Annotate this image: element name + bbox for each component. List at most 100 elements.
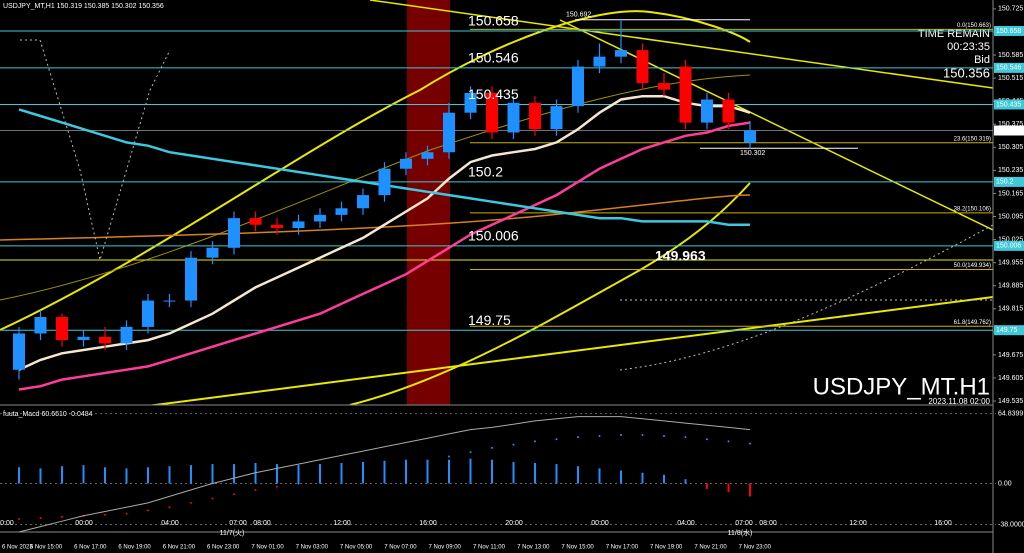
candle-body bbox=[292, 221, 305, 229]
price-type: Bid bbox=[974, 54, 990, 66]
trendline bbox=[559, 19, 993, 231]
time-label: 04:00 bbox=[161, 520, 179, 527]
fib-label: 38.2(150.106) bbox=[954, 206, 991, 212]
timestamp: 2023.11.08 02:00 bbox=[928, 397, 990, 406]
date-label: 6 Nov 15:00 bbox=[30, 545, 63, 551]
candle-body bbox=[206, 247, 219, 258]
date-label: 7 Nov 13:00 bbox=[517, 545, 550, 551]
candle-body bbox=[357, 195, 369, 209]
macd-tick-label: -38.0000 bbox=[998, 521, 1024, 528]
level-tag-label: 149.75 bbox=[996, 327, 1018, 334]
macd-bar bbox=[18, 467, 20, 484]
macd-bar bbox=[405, 459, 407, 484]
date-label: 7 Nov 15:00 bbox=[561, 545, 594, 551]
level-tag bbox=[994, 176, 1024, 187]
date-label: 6 Nov 23:00 bbox=[207, 545, 240, 551]
macd-bar bbox=[727, 483, 730, 493]
macd-tick-label: 64.8399 bbox=[998, 410, 1023, 417]
candle-body bbox=[486, 92, 498, 133]
macd-signal-dot bbox=[39, 516, 42, 519]
macd-bar bbox=[254, 462, 257, 484]
macd-signal-dot bbox=[254, 488, 257, 491]
macd-label: fuuta_Macd 60.6610 -0.0484 bbox=[3, 411, 93, 418]
macd-bar bbox=[125, 468, 128, 484]
macd-signal-dot bbox=[104, 513, 106, 516]
macd-bar bbox=[663, 474, 665, 484]
macd-bar bbox=[620, 470, 622, 484]
candle-body bbox=[421, 152, 434, 159]
current-price-tag bbox=[994, 125, 1024, 136]
macd-bar bbox=[534, 462, 536, 484]
level-tag bbox=[994, 240, 1024, 251]
candle-body bbox=[142, 300, 154, 327]
candle-body bbox=[314, 214, 326, 222]
y-tick-label: 150.025 bbox=[998, 236, 1023, 243]
macd-bar bbox=[104, 467, 106, 484]
cloud-edge bbox=[20, 39, 171, 261]
macd-signal-dot bbox=[233, 493, 235, 496]
macd-signal-dot bbox=[340, 476, 343, 479]
date-label: 7 Nov 19:00 bbox=[650, 545, 683, 551]
macd-signal-dot bbox=[620, 433, 622, 436]
trendlines bbox=[0, 0, 993, 405]
date-label: 7 Nov 11:00 bbox=[473, 545, 506, 551]
macd-bar bbox=[233, 464, 235, 484]
y-tick-label: 150.165 bbox=[998, 190, 1023, 197]
fib-label: 61.8(149.762) bbox=[954, 320, 991, 326]
macd-bar bbox=[383, 460, 386, 484]
macd-signal-dot bbox=[383, 468, 386, 471]
date-label: 7 Nov 05:00 bbox=[340, 545, 373, 551]
macd-signal-dot bbox=[663, 435, 665, 438]
candle-body bbox=[593, 56, 606, 67]
date-label: 7 Nov 21:00 bbox=[694, 545, 727, 551]
date-label: 7 Nov 09:00 bbox=[429, 545, 462, 551]
band-upper bbox=[0, 10, 751, 331]
macd-signal-dot bbox=[168, 506, 171, 509]
candle-body bbox=[163, 300, 176, 302]
candle-body bbox=[400, 158, 412, 169]
y-tick-label: 149.675 bbox=[998, 352, 1023, 359]
macd-bar bbox=[319, 464, 321, 484]
candle-body bbox=[271, 224, 283, 229]
band-lower bbox=[349, 182, 751, 405]
level-label: 150.658 bbox=[468, 13, 519, 29]
macd-bar bbox=[577, 466, 579, 484]
candle-body bbox=[56, 317, 68, 341]
macd-bar bbox=[168, 466, 171, 484]
level-tag-label: 150.2 bbox=[996, 179, 1014, 186]
y-tick-label: 149.885 bbox=[998, 283, 1023, 290]
y-tick-label: 149.815 bbox=[998, 306, 1023, 313]
macd-bar bbox=[469, 458, 472, 484]
macd-signal-dot bbox=[512, 443, 515, 446]
time-label: 12:00 bbox=[333, 520, 351, 527]
main-panel bbox=[0, 19, 993, 391]
date-label: 7 Nov 01:00 bbox=[251, 545, 284, 551]
level-tag-label: 150.435 bbox=[996, 101, 1021, 108]
y-tick-label: 149.605 bbox=[998, 375, 1023, 382]
macd-bar bbox=[82, 465, 85, 484]
candle-body bbox=[99, 336, 111, 344]
macd-signal-dot bbox=[61, 515, 63, 518]
moving-average bbox=[18, 94, 751, 371]
macd-bar bbox=[491, 459, 493, 484]
date-label: 7 Nov 07:00 bbox=[384, 545, 417, 551]
level-tag-label: 150.658 bbox=[996, 28, 1021, 35]
candle-body bbox=[464, 92, 477, 113]
candle-body bbox=[636, 50, 649, 84]
candle-body bbox=[34, 317, 47, 334]
chart-title: USDJPY_MT.H1 bbox=[813, 373, 990, 400]
level-tag-label: 150.546 bbox=[996, 65, 1021, 72]
band-mid bbox=[0, 74, 751, 301]
date-label: 6 Nov 19:00 bbox=[118, 545, 151, 551]
macd-bar bbox=[340, 462, 343, 484]
level-tag bbox=[994, 325, 1024, 336]
date-label: 6 Nov 17:00 bbox=[74, 545, 107, 551]
level-tag bbox=[994, 25, 1024, 36]
candle-body bbox=[249, 218, 262, 225]
day-label: 11/8(水) bbox=[728, 528, 753, 537]
macd-signal-dot bbox=[577, 436, 579, 439]
macd-tick-label: 0.00 bbox=[998, 480, 1012, 487]
y-tick-label: 150.375 bbox=[998, 121, 1023, 128]
trendline bbox=[147, 296, 993, 405]
candle-body bbox=[507, 102, 520, 133]
